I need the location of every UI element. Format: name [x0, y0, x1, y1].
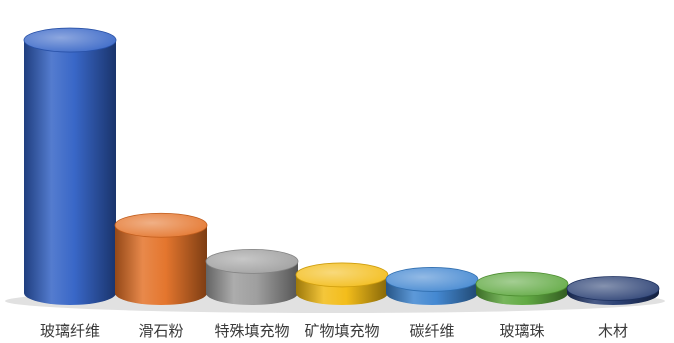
bar-cap-2 — [205, 248, 299, 274]
category-label-5: 玻璃珠 — [499, 322, 544, 340]
bar-cap-6 — [566, 276, 660, 301]
bar-cap-5 — [475, 271, 569, 297]
bar-cap-0 — [23, 27, 117, 53]
bar-body-0 — [24, 40, 116, 306]
bars-group — [23, 27, 660, 306]
category-label-1: 滑石粉 — [138, 322, 183, 340]
bar-body-2 — [206, 261, 298, 305]
category-label-2: 特殊填充物 — [214, 322, 289, 340]
bar-body-1 — [115, 225, 207, 305]
bar-cap-3 — [295, 262, 389, 288]
category-label-0: 玻璃纤维 — [40, 322, 100, 340]
category-label-4: 碳纤维 — [409, 322, 454, 340]
category-label-6: 木材 — [598, 322, 628, 340]
category-label-3: 矿物填充物 — [304, 322, 379, 340]
bar-cap-1 — [114, 212, 208, 238]
category-labels-group: 玻璃纤维 滑石粉 特殊填充物 矿物填充物 碳纤维 玻璃珠 木材 — [40, 322, 628, 340]
bar-cap-4 — [385, 267, 479, 292]
